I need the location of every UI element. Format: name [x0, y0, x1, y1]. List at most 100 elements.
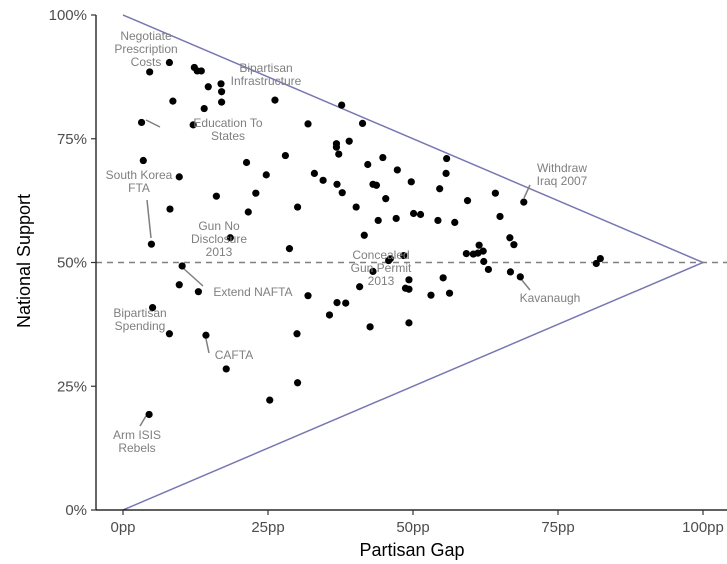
data-point [379, 153, 387, 162]
data-point [147, 240, 156, 248]
annotation-leader [145, 119, 161, 128]
data-point [356, 283, 364, 291]
data-point [293, 379, 302, 387]
data-point [271, 96, 279, 104]
axes [91, 14, 727, 515]
annotation-line: Gun No [198, 219, 240, 233]
data-point [366, 323, 374, 331]
data-point [200, 104, 208, 113]
data-point [427, 291, 435, 299]
annotation-label: South Korea FTA [106, 168, 173, 195]
data-point [175, 281, 183, 289]
data-point [304, 120, 312, 128]
data-point [194, 288, 202, 296]
annotation-leader [205, 338, 210, 354]
data-point [218, 88, 226, 96]
data-point [189, 121, 197, 129]
annotation-line: Gun Permit [351, 261, 412, 275]
data-point [281, 151, 289, 160]
annotation-label: Extend NAFTA [213, 285, 292, 299]
data-point [166, 205, 174, 213]
data-point [445, 289, 454, 297]
annotation-label: Kavanaugh [520, 291, 581, 305]
data-point [165, 58, 173, 67]
data-point [516, 273, 524, 281]
data-point [139, 156, 147, 165]
annotation-line: CAFTA [215, 348, 253, 362]
annotation-label: Education To States [193, 116, 262, 143]
annotation-line: Concealed [352, 248, 409, 262]
y-tick-label: 50% [57, 255, 87, 272]
x-tick-label: 25pp [251, 519, 284, 536]
data-point [333, 180, 341, 188]
data-point [596, 254, 604, 263]
data-point [217, 80, 225, 88]
annotation-line: South Korea [106, 168, 173, 182]
data-point [443, 154, 451, 163]
x-tick-label: 75pp [541, 519, 574, 536]
annotation-label: Arm ISIS Rebels [113, 428, 161, 455]
data-point [462, 249, 470, 258]
data-point [463, 197, 472, 205]
data-point [506, 268, 515, 276]
data-point [382, 195, 390, 203]
tick-labels: 0pp 25pp 50pp 75pp 100pp 0% 25% 50% 75% 100% [49, 7, 724, 536]
data-point [405, 285, 413, 293]
data-point [372, 181, 381, 189]
data-point [165, 330, 173, 338]
data-point [325, 311, 334, 319]
data-point [293, 203, 302, 211]
y-tick-label: 75% [57, 131, 87, 148]
annotation-line: Iraq 2007 [537, 174, 588, 188]
annotation-line: Infrastructure [231, 74, 302, 88]
data-point [146, 68, 154, 76]
annotation-leader [139, 415, 147, 427]
data-point [407, 178, 415, 186]
data-point [197, 67, 205, 75]
annotation-line: Education To [193, 116, 262, 130]
annotation-label: Withdraw Iraq 2007 [537, 161, 588, 188]
data-point [451, 218, 459, 227]
data-point [436, 185, 444, 193]
annotation-line: Negotiate [120, 29, 172, 43]
x-tick-label: 0pp [110, 519, 135, 536]
y-axis-title: National Support [14, 194, 34, 328]
data-point [491, 189, 499, 197]
data-point [392, 214, 400, 223]
data-point [510, 241, 518, 249]
data-point [400, 251, 408, 260]
data-points [137, 58, 604, 419]
data-point [369, 267, 377, 276]
data-point [405, 319, 413, 327]
annotation-line: Bipartisan [113, 306, 166, 320]
annotation-line: States [211, 129, 245, 143]
annotations: Negotiate Prescription Costs Bipartisan Infr… [106, 29, 588, 455]
data-point [506, 234, 514, 242]
y-tick-label: 100% [49, 7, 87, 24]
data-point [442, 169, 450, 177]
data-point [178, 262, 186, 270]
data-point [469, 250, 477, 258]
data-point [212, 192, 220, 200]
data-point [409, 209, 418, 218]
data-point [266, 396, 274, 404]
data-point [360, 231, 368, 239]
data-point [333, 298, 341, 307]
annotation-label: Bipartisan Infrastructure [231, 61, 302, 88]
data-point [342, 299, 350, 307]
annotation-line: Disclosure [191, 232, 247, 246]
data-point [226, 234, 234, 242]
y-tick-label: 25% [57, 378, 87, 395]
data-point [385, 256, 393, 265]
x-axis-title: Partisan Gap [359, 540, 464, 560]
data-point [222, 365, 230, 373]
annotation-line: Spending [115, 319, 166, 333]
annotation-label: Concealed Gun Permit 2013 [351, 248, 412, 288]
annotation-leader [523, 184, 531, 199]
data-point [352, 203, 360, 211]
annotation-line: Extend NAFTA [213, 285, 292, 299]
annotation-label: Negotiate Prescription Costs [114, 29, 177, 69]
annotation-line: Costs [131, 55, 162, 69]
data-point [204, 83, 212, 91]
